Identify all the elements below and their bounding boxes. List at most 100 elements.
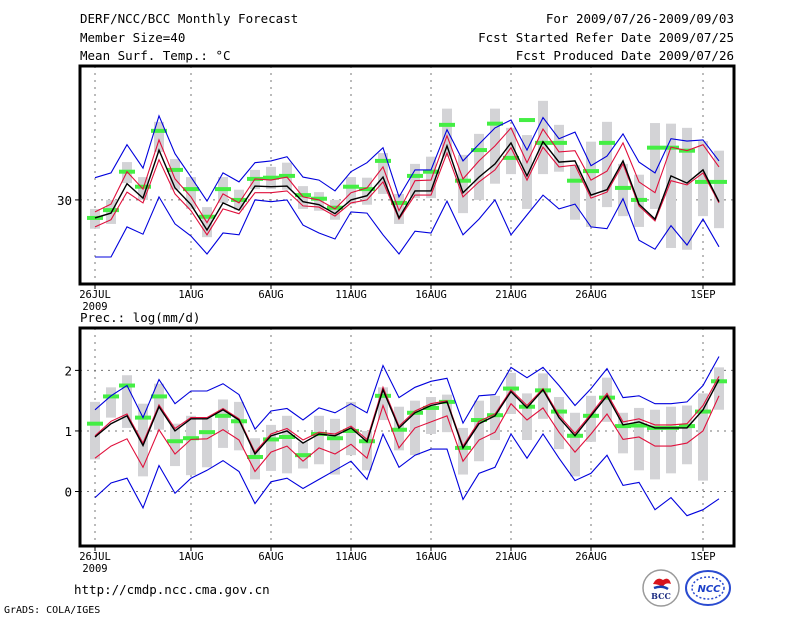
y-tick-label: 2 (64, 363, 72, 378)
x-tick-label: 26AUG (575, 289, 607, 301)
x-tick-label: 16AUG (415, 289, 447, 301)
climatology-mark (391, 427, 407, 432)
spread-box (458, 154, 468, 214)
climatology-mark (615, 185, 631, 190)
produced-date: Fcst Produced Date 2009/07/26 (515, 48, 734, 63)
climatology-mark (471, 148, 487, 153)
climatology-mark (647, 145, 663, 150)
upper-outer-line (94, 114, 720, 203)
lower-outer-line (95, 194, 720, 258)
spread-box (122, 375, 132, 428)
spread-box (186, 177, 196, 209)
spread-box (154, 121, 164, 152)
ncc-logo-text: NCC (697, 584, 721, 595)
climatology-mark (263, 437, 279, 442)
spread-box (714, 367, 724, 410)
x-tick-label: 16AUG (415, 551, 447, 563)
spread-box (570, 412, 580, 477)
spread-box (474, 400, 484, 462)
climatology-mark (471, 418, 487, 423)
spread-box (394, 193, 404, 224)
spread-box (618, 163, 628, 217)
spread-box (90, 401, 100, 460)
climatology-mark (407, 173, 423, 178)
y-tick-label: 30 (57, 193, 72, 208)
spread-box (650, 409, 660, 480)
spread-box (618, 412, 628, 454)
spread-box (170, 423, 180, 467)
lower-outer-line (94, 432, 720, 517)
climatology-mark (311, 196, 327, 201)
spread-box (442, 108, 452, 157)
member-size: Member Size=40 (80, 30, 186, 45)
spread-box (666, 123, 676, 248)
spread-box (490, 395, 500, 441)
climatology-mark (711, 379, 727, 384)
spread-box (218, 399, 228, 448)
x-tick-label: 1SEP (690, 551, 715, 563)
spread-box (570, 165, 580, 220)
spread-box (202, 417, 212, 468)
climatology-mark (567, 178, 583, 183)
x-tick-label: 21AUG (495, 289, 527, 301)
spread-box (586, 141, 596, 227)
climatology-mark (215, 413, 231, 418)
grads-credit: GrADS: COLA/IGES (4, 605, 101, 616)
spread-box (666, 406, 676, 474)
x-tick-label: 11AUG (335, 289, 367, 301)
spread-box (522, 393, 532, 441)
climatology-mark (599, 140, 615, 145)
x-tick-label: 21AUG (495, 551, 527, 563)
top-panel-variable: Mean Surf. Temp.: °C (80, 48, 231, 63)
spread-box (426, 397, 436, 434)
y-tick-label: 1 (64, 424, 72, 439)
climatology-mark (151, 128, 167, 133)
spread-box (554, 124, 564, 172)
upper-inner-line (94, 376, 720, 454)
climatology-mark (679, 424, 695, 429)
spread-box (602, 121, 612, 208)
bcc-logo-text: BCC (651, 591, 671, 601)
climatology-mark (295, 453, 311, 458)
x-tick-label: 11AUG (335, 551, 367, 563)
spread-box (426, 156, 436, 199)
climatology-mark (551, 140, 567, 145)
x-tick-sublabel: 2009 (82, 563, 107, 575)
climatology-mark (199, 430, 215, 435)
spread-box (698, 141, 708, 217)
forecast-period: For 2009/07/26-2009/09/03 (545, 11, 734, 26)
climatology-mark (295, 193, 311, 198)
spread-box (186, 415, 196, 476)
spread-box (330, 418, 340, 475)
spread-box (602, 377, 612, 422)
x-tick-sublabel: 2009 (82, 301, 107, 313)
spread-box (586, 395, 596, 442)
ensemble-mean-line (94, 379, 720, 456)
spread-box (266, 424, 276, 471)
climatology-mark (183, 436, 199, 441)
source-url[interactable]: http://cmdp.ncc.cma.gov.cn (74, 582, 270, 597)
climatology-mark (87, 215, 103, 220)
climatology-mark (327, 205, 343, 210)
spread-box (170, 159, 180, 190)
spread-box (362, 430, 372, 471)
climatology-mark (375, 158, 391, 163)
y-tick-label: 0 (64, 485, 72, 500)
climatology-mark (151, 394, 167, 399)
climatology-mark (135, 184, 151, 189)
spread-box (634, 407, 644, 471)
climatology-mark (199, 214, 215, 219)
climatology-mark (87, 421, 103, 426)
climatology-mark (711, 179, 727, 184)
climatology-mark (455, 178, 471, 183)
spread-box (506, 127, 516, 175)
spread-box (298, 186, 308, 209)
climatology-mark (375, 393, 391, 398)
plot-frame (78, 64, 736, 286)
spread-box (506, 372, 516, 414)
x-tick-label: 26AUG (575, 551, 607, 563)
spread-box (442, 394, 452, 433)
